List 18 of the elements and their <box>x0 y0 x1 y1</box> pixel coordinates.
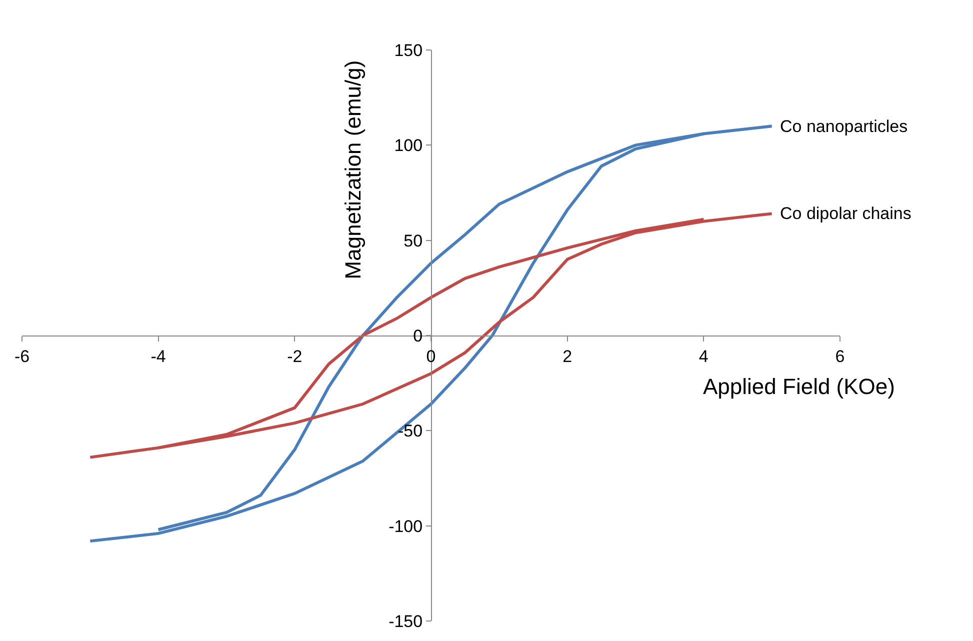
x-tick-label: 6 <box>835 346 845 366</box>
y-tick-label: 150 <box>394 40 423 60</box>
y-tick-label: 50 <box>404 231 423 250</box>
series-label: Co dipolar chains <box>780 204 912 223</box>
y-axis-title: Magnetization (emu/g) <box>340 60 366 280</box>
x-tick-label: 0 <box>426 346 436 366</box>
y-tick-label: -50 <box>398 422 423 441</box>
x-tick-label: 4 <box>698 346 708 366</box>
x-tick-label: 2 <box>562 346 572 366</box>
y-tick-label: -150 <box>388 612 423 631</box>
x-tick-label: -4 <box>150 346 166 366</box>
series-label: Co nanoparticles <box>780 117 908 136</box>
y-tick-label: 0 <box>413 326 423 346</box>
y-tick-label: -100 <box>388 516 423 536</box>
y-tick-label: 100 <box>394 136 423 156</box>
x-tick-label: -2 <box>287 346 302 366</box>
x-tick-label: -6 <box>14 346 30 366</box>
x-axis-title: Applied Field (KOe) <box>703 374 895 399</box>
